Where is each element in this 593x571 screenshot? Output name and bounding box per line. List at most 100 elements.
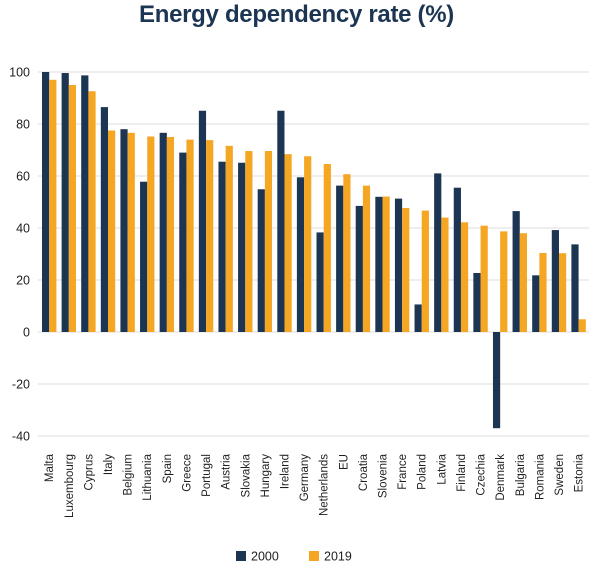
- bar-2019-france: [402, 207, 410, 332]
- y-tick-label: 60: [16, 170, 30, 184]
- bar-2000-hungary: [257, 189, 265, 332]
- x-tick-label: Sweden: [554, 454, 566, 496]
- x-tick-label: Lithuania: [142, 453, 154, 500]
- bar-2000-portugal: [198, 110, 207, 333]
- series-2019: [49, 79, 586, 333]
- bar-2019-cyprus: [88, 91, 96, 333]
- x-tick-label: Czechia: [476, 453, 488, 495]
- bar-2000-malta: [42, 72, 50, 332]
- y-tick-label: -40: [12, 430, 30, 444]
- bar-2019-bulgaria: [519, 233, 527, 332]
- chart-title: Energy dependency rate (%): [139, 1, 454, 28]
- bar-2000-latvia: [434, 173, 442, 332]
- bar-2000-poland: [414, 304, 422, 332]
- bar-2019-poland: [421, 210, 429, 332]
- bar-2000-germany: [296, 177, 305, 332]
- bars: [42, 72, 586, 429]
- x-tick-label: Portugal: [201, 454, 213, 497]
- x-tick-label: Austria: [221, 453, 233, 489]
- bar-2000-denmark: [492, 332, 501, 429]
- bar-2000-greece: [179, 152, 187, 332]
- bar-2000-ireland: [277, 110, 285, 333]
- x-tick-label: Poland: [417, 454, 429, 490]
- bar-2019-portugal: [206, 140, 214, 332]
- bar-2000-croatia: [355, 205, 363, 332]
- x-tick-label: Greece: [181, 454, 193, 492]
- bar-2019-romania: [539, 252, 547, 332]
- bar-2019-germany: [304, 156, 312, 332]
- bar-2000-belgium: [120, 129, 128, 332]
- bar-2019-eu: [343, 174, 351, 332]
- bar-2019-belgium: [127, 132, 135, 332]
- x-tick-label: Bulgaria: [515, 453, 527, 496]
- y-tick-label: 0: [23, 326, 30, 340]
- bar-2019-lithuania: [147, 136, 155, 332]
- x-tick-label: France: [397, 454, 409, 490]
- bar-2000-romania: [532, 275, 540, 332]
- x-tick-label: Malta: [44, 453, 56, 482]
- bar-2000-sweden: [551, 230, 559, 332]
- legend-item-2000: 2000: [236, 550, 279, 564]
- x-tick-label: Romania: [534, 453, 546, 500]
- bar-2019-ireland: [284, 154, 292, 332]
- bar-2000-lithuania: [140, 181, 148, 332]
- bar-2019-sweden: [558, 253, 567, 332]
- x-tick-label: Finland: [456, 454, 468, 492]
- legend-item-2019: 2019: [309, 550, 352, 564]
- x-tick-label: Belgium: [123, 454, 135, 496]
- bar-2000-eu: [336, 185, 344, 332]
- bar-2000-czechia: [473, 272, 481, 332]
- x-tick-label: Ireland: [279, 454, 291, 489]
- bar-2019-denmark: [500, 231, 508, 332]
- x-tick-label: Italy: [103, 454, 115, 475]
- x-tick-label: Croatia: [358, 453, 370, 491]
- bar-2000-netherlands: [316, 232, 324, 332]
- legend-label-2019: 2019: [324, 550, 352, 564]
- y-tick-label: -20: [12, 378, 30, 392]
- x-tick-label: EU: [338, 454, 350, 470]
- legend: 2000 2019: [236, 550, 352, 564]
- bar-2000-italy: [100, 107, 109, 332]
- bar-2000-cyprus: [81, 75, 89, 332]
- bar-2000-finland: [453, 187, 461, 332]
- legend-swatch-2019: [309, 551, 319, 561]
- series-2000: [42, 72, 579, 429]
- bar-2019-italy: [108, 130, 116, 332]
- bar-2000-luxembourg: [61, 73, 69, 332]
- bar-2019-latvia: [441, 217, 449, 332]
- y-tick-label: 40: [16, 222, 30, 236]
- y-axis-tick-labels: 100 80 60 40 20 0 -20 -40: [9, 66, 30, 444]
- bar-2019-finland: [460, 222, 469, 332]
- x-tick-label: Denmark: [495, 454, 507, 501]
- bar-2019-spain: [166, 137, 175, 332]
- y-tick-label: 100: [9, 66, 30, 80]
- bar-2000-austria: [218, 161, 226, 332]
- bar-2019-malta: [49, 79, 57, 332]
- x-tick-label: Slovenia: [378, 453, 390, 498]
- bar-2000-france: [394, 198, 403, 332]
- x-tick-label: Hungary: [260, 454, 272, 498]
- x-tick-label: Latvia: [436, 453, 448, 484]
- x-tick-label: Estonia: [574, 453, 586, 492]
- bar-2019-hungary: [264, 151, 273, 332]
- y-tick-label: 80: [16, 118, 30, 132]
- bar-2019-luxembourg: [68, 85, 77, 332]
- x-tick-label: Cyprus: [83, 454, 95, 491]
- x-tick-label: Germany: [299, 454, 311, 502]
- bar-2019-austria: [225, 145, 233, 332]
- bar-2000-slovenia: [375, 196, 383, 332]
- bar-2000-estonia: [571, 244, 579, 332]
- bar-2000-slovakia: [238, 162, 246, 332]
- bar-2019-netherlands: [323, 164, 331, 332]
- bar-2019-slovakia: [245, 151, 253, 332]
- bar-2019-estonia: [578, 319, 586, 332]
- bar-2019-slovenia: [382, 196, 390, 332]
- legend-label-2000: 2000: [251, 550, 279, 564]
- bar-2000-spain: [159, 132, 167, 332]
- bar-2019-croatia: [362, 185, 371, 332]
- x-tick-label: Netherlands: [319, 454, 331, 516]
- x-tick-label: Spain: [162, 454, 174, 483]
- x-tick-label: Luxembourg: [64, 454, 76, 518]
